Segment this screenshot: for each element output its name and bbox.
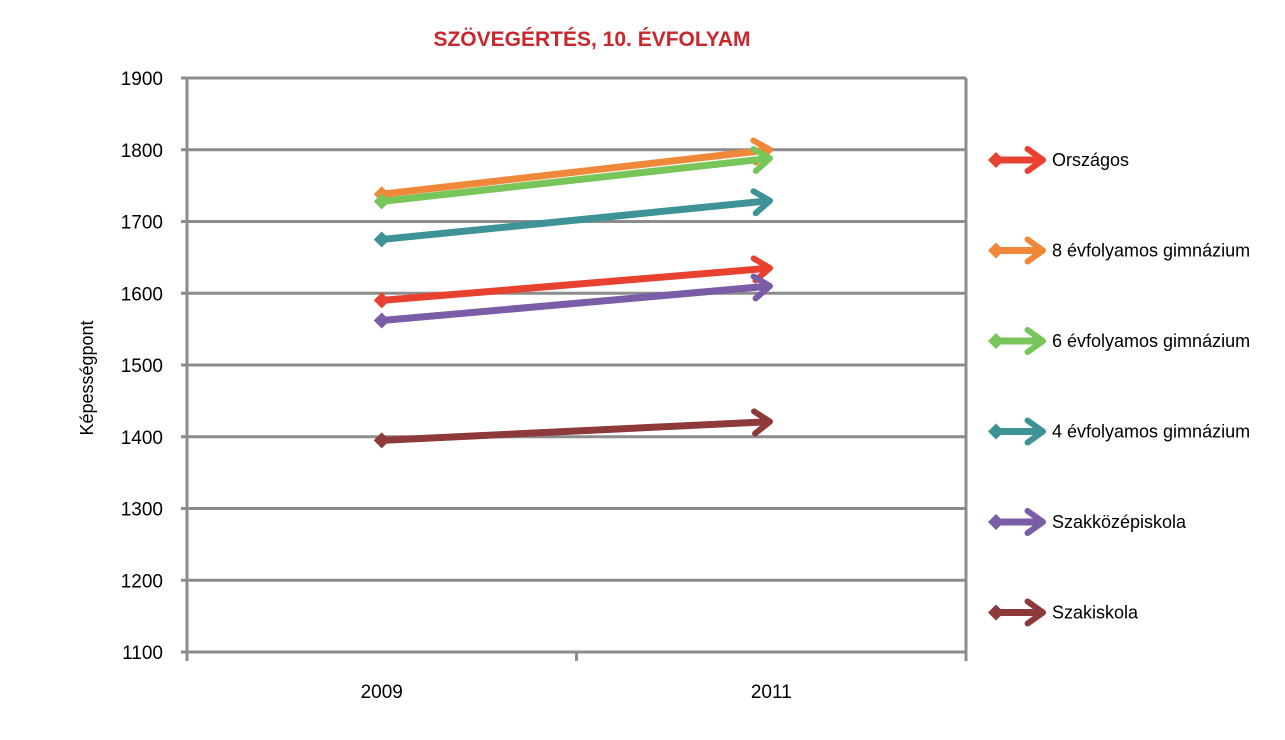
- series-line: [381, 282, 768, 325]
- x-tick-labels: 2009 2011: [361, 682, 792, 703]
- legend-item: Szakközépiskola: [988, 507, 1187, 537]
- y-tick-labels: 1900 1800 1700 1600 1500 1400 1300 1200 1100: [121, 69, 163, 664]
- legend-item: 4 évfolyamos gimnázium: [988, 417, 1250, 446]
- legend-label: 8 évfolyamos gimnázium: [1052, 241, 1250, 261]
- y-tick-label: 1600: [121, 284, 163, 305]
- legend-label: 6 évfolyamos gimnázium: [1052, 331, 1250, 351]
- series-2: [373, 146, 773, 210]
- legend-label: Szakiskola: [1052, 603, 1139, 623]
- data-point: [988, 604, 1004, 621]
- legend-item: 8 évfolyamos gimnázium: [988, 236, 1250, 265]
- legend-label: Szakközépiskola: [1052, 512, 1187, 532]
- arrow-head: [751, 408, 773, 437]
- y-tick-label: 1700: [121, 213, 163, 234]
- series-lines: [373, 137, 773, 449]
- y-tick-label: 1300: [121, 500, 163, 521]
- arrow-head: [750, 146, 773, 175]
- legend-item: 6 évfolyamos gimnázium: [988, 326, 1250, 356]
- series-5: [373, 408, 773, 449]
- legend-item: Szakiskola: [988, 598, 1139, 627]
- y-tick-label: 1800: [121, 141, 163, 162]
- gridlines: [181, 76, 966, 654]
- x-tick-label: 2011: [751, 682, 792, 703]
- data-point: [373, 312, 390, 329]
- y-tick-label: 1400: [121, 428, 163, 449]
- data-point: [988, 242, 1004, 259]
- chart-title: SZÖVEGÉRTÉS, 10. ÉVFOLYAM: [433, 28, 750, 51]
- y-axis-label: Képességpont: [77, 320, 97, 435]
- series-3: [373, 188, 773, 248]
- data-point: [988, 333, 1004, 349]
- data-point: [988, 514, 1004, 530]
- y-tick-label: 1900: [121, 69, 163, 90]
- arrow-head: [1024, 326, 1046, 356]
- y-tick-label: 1200: [121, 571, 163, 592]
- series-line: [381, 197, 768, 243]
- data-point: [988, 152, 1004, 168]
- arrow-head: [1024, 145, 1046, 175]
- series-4: [373, 273, 773, 329]
- data-point: [373, 193, 390, 210]
- series-line: [381, 418, 768, 444]
- y-tick-label: 1500: [121, 356, 163, 377]
- x-tick-label: 2009: [361, 682, 403, 703]
- legend-label: Országos: [1052, 150, 1129, 170]
- series-line: [381, 155, 768, 205]
- legend: Országos 8 évfolyamos gimnázium 6 évfolyam…: [988, 145, 1250, 627]
- axes: [185, 78, 968, 661]
- arrow-head: [750, 255, 773, 284]
- arrow-head: [1024, 598, 1046, 627]
- series-line: [381, 146, 768, 198]
- series-0: [373, 255, 773, 309]
- series-line: [381, 264, 768, 304]
- arrow-head: [750, 273, 773, 302]
- data-point: [988, 423, 1004, 440]
- data-point: [373, 231, 390, 248]
- arrow-head: [1024, 417, 1046, 446]
- legend-label: 4 évfolyamos gimnázium: [1052, 422, 1250, 442]
- y-tick-label: 1100: [122, 643, 163, 664]
- arrow-head: [1024, 236, 1046, 265]
- data-point: [373, 432, 390, 449]
- arrow-head: [750, 188, 773, 217]
- data-point: [373, 292, 390, 309]
- arrow-head: [1024, 507, 1046, 537]
- legend-item: Országos: [988, 145, 1129, 175]
